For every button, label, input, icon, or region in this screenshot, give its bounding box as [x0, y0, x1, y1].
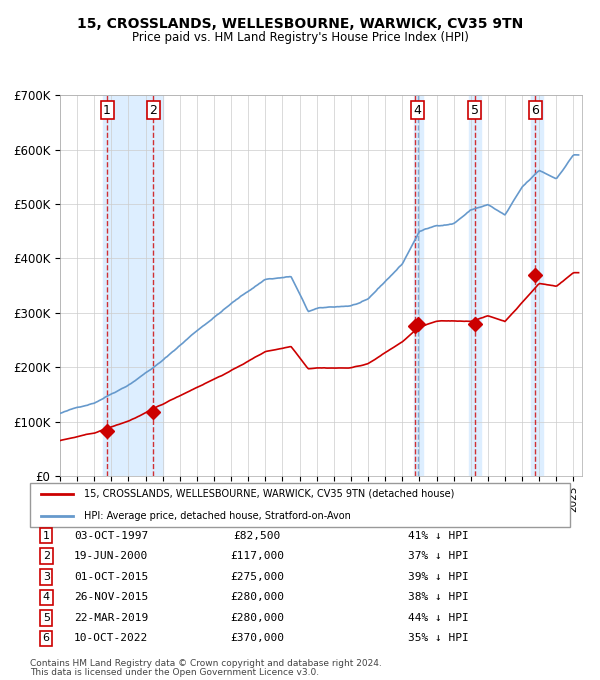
- Bar: [414, 95, 423, 476]
- Text: 37% ↓ HPI: 37% ↓ HPI: [408, 551, 469, 561]
- Text: 01-OCT-2015: 01-OCT-2015: [74, 572, 148, 582]
- Text: 03-OCT-1997: 03-OCT-1997: [74, 530, 148, 541]
- Text: 15, CROSSLANDS, WELLESBOURNE, WARWICK, CV35 9TN (detached house): 15, CROSSLANDS, WELLESBOURNE, WARWICK, C…: [84, 489, 454, 499]
- Text: 19-JUN-2000: 19-JUN-2000: [74, 551, 148, 561]
- Text: Contains HM Land Registry data © Crown copyright and database right 2024.: Contains HM Land Registry data © Crown c…: [30, 659, 382, 668]
- Text: £117,000: £117,000: [230, 551, 284, 561]
- Text: 3: 3: [43, 572, 50, 582]
- Bar: [530, 95, 542, 476]
- Text: £370,000: £370,000: [230, 634, 284, 643]
- Text: 1: 1: [43, 530, 50, 541]
- Text: 10-OCT-2022: 10-OCT-2022: [74, 634, 148, 643]
- Text: 4: 4: [414, 104, 422, 117]
- Text: 6: 6: [532, 104, 539, 117]
- Text: £280,000: £280,000: [230, 592, 284, 602]
- Text: HPI: Average price, detached house, Stratford-on-Avon: HPI: Average price, detached house, Stra…: [84, 511, 351, 521]
- Text: £280,000: £280,000: [230, 613, 284, 623]
- Text: 2: 2: [149, 104, 157, 117]
- Text: 5: 5: [470, 104, 479, 117]
- Text: 35% ↓ HPI: 35% ↓ HPI: [408, 634, 469, 643]
- Text: 44% ↓ HPI: 44% ↓ HPI: [408, 613, 469, 623]
- Text: 15, CROSSLANDS, WELLESBOURNE, WARWICK, CV35 9TN: 15, CROSSLANDS, WELLESBOURNE, WARWICK, C…: [77, 17, 523, 31]
- Bar: [469, 95, 481, 476]
- Text: This data is licensed under the Open Government Licence v3.0.: This data is licensed under the Open Gov…: [30, 668, 319, 677]
- Text: 38% ↓ HPI: 38% ↓ HPI: [408, 592, 469, 602]
- Text: 26-NOV-2015: 26-NOV-2015: [74, 592, 148, 602]
- Text: 39% ↓ HPI: 39% ↓ HPI: [408, 572, 469, 582]
- Text: 4: 4: [43, 592, 50, 602]
- Text: Price paid vs. HM Land Registry's House Price Index (HPI): Price paid vs. HM Land Registry's House …: [131, 31, 469, 44]
- Text: 5: 5: [43, 613, 50, 623]
- Bar: [103, 95, 163, 476]
- Text: 6: 6: [43, 634, 50, 643]
- Text: 1: 1: [103, 104, 111, 117]
- Text: 22-MAR-2019: 22-MAR-2019: [74, 613, 148, 623]
- FancyBboxPatch shape: [30, 483, 570, 527]
- Text: 41% ↓ HPI: 41% ↓ HPI: [408, 530, 469, 541]
- Text: 2: 2: [43, 551, 50, 561]
- Text: £82,500: £82,500: [233, 530, 280, 541]
- Text: £275,000: £275,000: [230, 572, 284, 582]
